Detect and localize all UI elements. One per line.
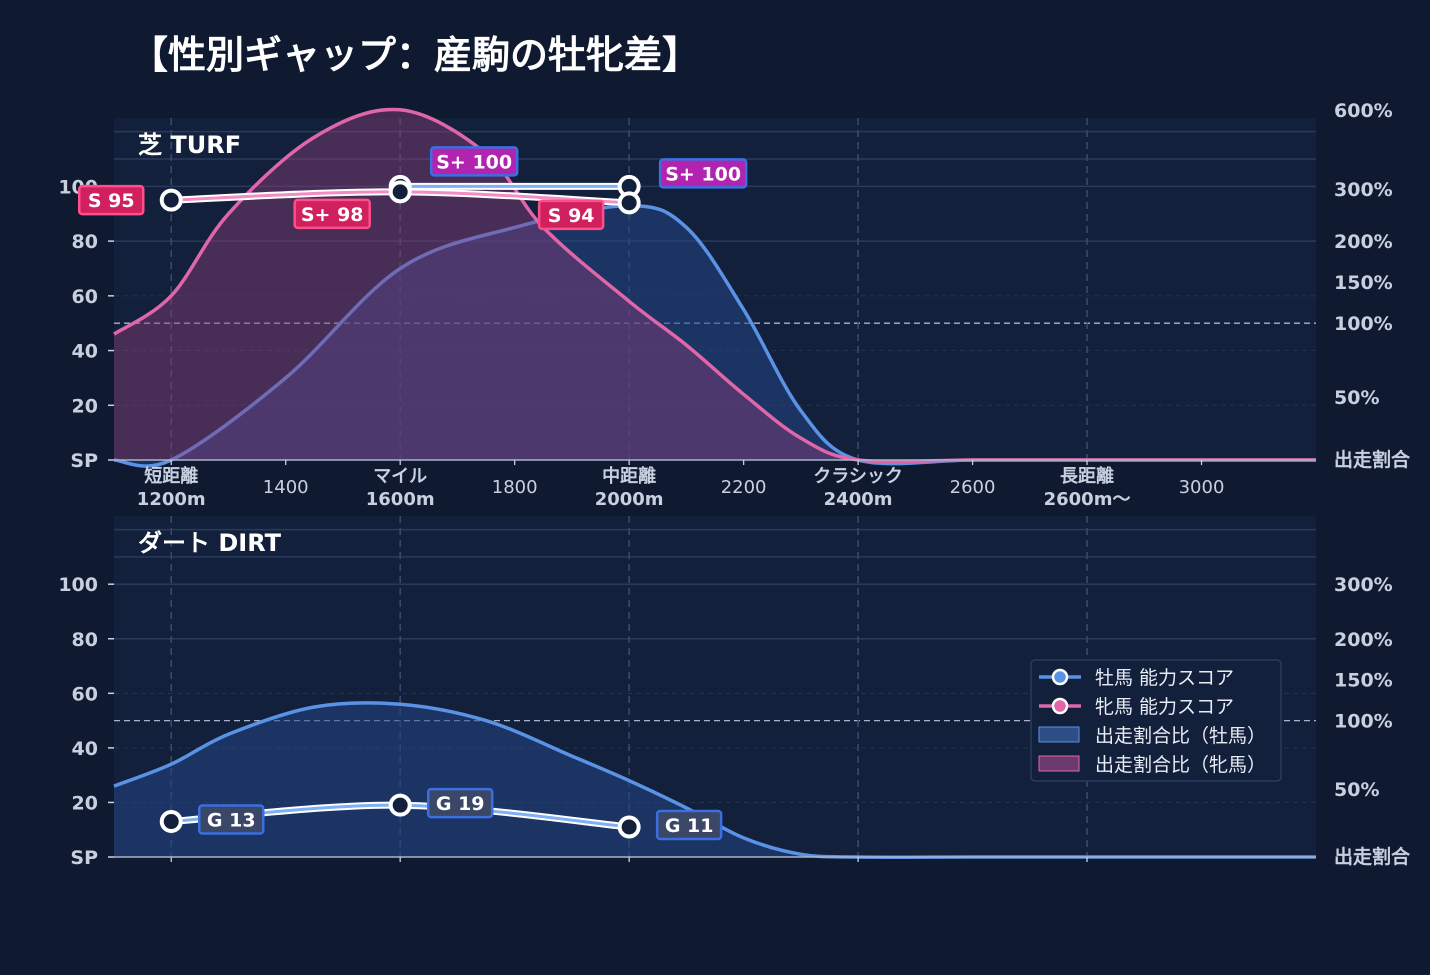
- score-badge-label: S 94: [548, 205, 595, 227]
- x-tick-label: 2600: [950, 477, 996, 498]
- score-point-male: [388, 793, 412, 817]
- x-tick-label-line: 1600m: [366, 489, 435, 510]
- x-tick-label-line: 2600m〜: [1044, 489, 1131, 510]
- x-tick-label: 長距離 2600m〜: [1044, 465, 1131, 510]
- y-tick-label: 60: [72, 683, 98, 705]
- right-tick-label: 出走割合: [1334, 448, 1411, 471]
- x-tick-label-line: 中距離: [602, 465, 656, 487]
- score-badge-label: G 11: [665, 815, 714, 837]
- legend-label: 出走割合比（牝馬）: [1095, 754, 1266, 776]
- right-tick-label: 出走割合: [1334, 845, 1411, 868]
- y-tick-label: 100: [58, 574, 98, 596]
- legend-patch-swatch: [1038, 726, 1080, 743]
- chart-panel-2: SP 20 40 60 80 100 出走割合 50% 100% 150% 200% 300% ダート …: [58, 516, 1411, 869]
- right-tick-label: 200%: [1334, 231, 1393, 253]
- score-point-female: [159, 188, 183, 212]
- panel-label: 芝 TURF: [138, 131, 241, 159]
- area-fill-male: [114, 205, 1316, 467]
- right-tick-label: 600%: [1334, 100, 1393, 122]
- y-tick-label: SP: [70, 847, 98, 869]
- x-tick-label: 1800: [492, 477, 538, 498]
- score-point-female: [388, 180, 412, 204]
- y-tick-label: 80: [72, 629, 98, 651]
- x-tick-label: 中距離 2000m: [595, 465, 664, 510]
- y-tick-label: 40: [72, 738, 98, 760]
- score-badge: [655, 809, 723, 841]
- x-tick-label-line: マイル: [373, 466, 427, 487]
- x-tick-label-line: 短距離: [144, 465, 198, 487]
- legend-label: 牡馬 能力スコア: [1095, 667, 1234, 689]
- score-badge: [429, 146, 519, 177]
- right-tick-label: 50%: [1334, 779, 1379, 801]
- score-badge-label: S+ 100: [665, 163, 741, 185]
- score-badge: [293, 198, 371, 230]
- x-tick-label: 3000: [1179, 477, 1225, 498]
- x-tick-label-line: 2400m: [824, 489, 893, 510]
- x-tick-label: 1400: [263, 477, 309, 498]
- y-tick-label: SP: [70, 450, 98, 472]
- right-tick-label: 150%: [1334, 670, 1393, 692]
- x-tick-label: クラシック 2400m: [813, 466, 903, 510]
- x-tick-label-line: 1200m: [137, 489, 206, 510]
- legend-marker-swatch: [1051, 668, 1069, 686]
- x-tick-label: 短距離 1200m: [137, 465, 206, 510]
- x-tick-label-line: 長距離: [1060, 465, 1114, 487]
- legend-marker-swatch: [1051, 697, 1069, 715]
- y-tick-label: 40: [72, 341, 98, 363]
- x-tick-label-line: 2000m: [595, 489, 664, 510]
- legend-label: 牝馬 能力スコア: [1095, 696, 1234, 718]
- score-badge: [537, 199, 605, 231]
- score-badge: [197, 804, 265, 835]
- score-badge-label: S+ 100: [436, 151, 512, 173]
- y-tick-label: 20: [72, 792, 98, 814]
- right-tick-label: 100%: [1334, 711, 1393, 733]
- right-tick-label: 300%: [1334, 574, 1393, 596]
- right-tick-label: 200%: [1334, 629, 1393, 651]
- score-badge: [658, 158, 748, 189]
- score-badge: [426, 787, 494, 819]
- score-badge-label: G 19: [436, 793, 485, 815]
- legend-patch-swatch: [1038, 755, 1080, 772]
- area-fill-female: [114, 109, 1316, 462]
- right-tick-label: 50%: [1334, 387, 1379, 409]
- legend-label: 出走割合比（牡馬）: [1095, 725, 1266, 747]
- y-tick-label: 80: [72, 231, 98, 253]
- legend-box: [1030, 659, 1282, 782]
- x-tick-label: マイル 1600m: [366, 466, 435, 510]
- right-tick-label: 150%: [1334, 272, 1393, 294]
- score-badge: [77, 184, 145, 216]
- score-badge-label: S 95: [88, 190, 135, 212]
- panel-label: ダート DIRT: [138, 529, 282, 557]
- x-tick-label-line: クラシック: [813, 466, 903, 487]
- score-badge-label: G 13: [207, 810, 256, 832]
- y-tick-label: 20: [72, 395, 98, 417]
- score-point-male: [617, 815, 641, 839]
- right-tick-label: 100%: [1334, 313, 1393, 335]
- page-title: 【性別ギャップ：産駒の牡牝差】: [130, 33, 700, 77]
- x-tick-label: 2200: [721, 477, 767, 498]
- score-point-female: [617, 191, 641, 215]
- chart-panel-1: SP20406080100出走割合50%100%150%200%300%600%…: [58, 100, 1411, 510]
- score-badge-label: S+ 98: [301, 204, 364, 226]
- area-fill-male: [114, 702, 1316, 858]
- y-tick-label: 60: [72, 286, 98, 308]
- right-tick-label: 300%: [1334, 179, 1393, 201]
- score-point-male: [159, 810, 183, 834]
